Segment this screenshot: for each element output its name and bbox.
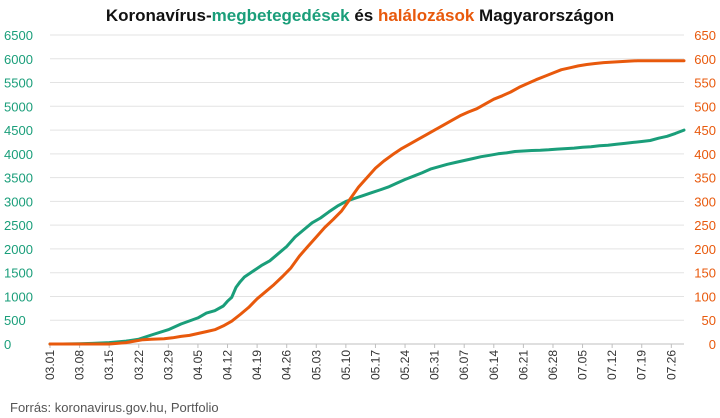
left-tick-label: 4000 <box>4 147 33 162</box>
right-tick-label: 450 <box>694 123 716 138</box>
x-tick-label: 04.19 <box>250 350 264 380</box>
right-tick-label: 0 <box>709 337 716 352</box>
x-tick-label: 04.26 <box>280 350 294 380</box>
x-tick-label: 05.17 <box>368 350 382 380</box>
x-tick-label: 06.21 <box>516 350 530 380</box>
right-tick-label: 300 <box>694 194 716 209</box>
left-tick-label: 0 <box>4 337 11 352</box>
x-tick-label: 05.10 <box>339 350 353 380</box>
left-axis-ticks: 0 500 1000 1500 2000 2500 3000 3500 4000 4500 5000… <box>4 28 33 352</box>
left-tick-label: 1000 <box>4 289 33 304</box>
x-tick-label: 06.14 <box>487 350 501 380</box>
gridlines <box>50 34 684 321</box>
x-tick-label: 06.28 <box>546 350 560 380</box>
right-tick-label: 650 <box>694 28 716 43</box>
left-tick-label: 5000 <box>4 99 33 114</box>
left-tick-label: 4500 <box>4 123 33 138</box>
title-part: halálozások <box>378 6 475 25</box>
right-tick-label: 400 <box>694 147 716 162</box>
x-tick-label: 03.15 <box>102 350 116 380</box>
source-note: Forrás: koronavirus.gov.hu, Portfolio <box>10 400 219 415</box>
left-tick-label: 500 <box>4 313 26 328</box>
left-tick-label: 2000 <box>4 242 33 257</box>
right-tick-label: 250 <box>694 218 716 233</box>
right-tick-label: 150 <box>694 266 716 281</box>
title-part: Koronavírus- <box>106 6 212 25</box>
right-tick-label: 600 <box>694 52 716 67</box>
right-tick-label: 200 <box>694 242 716 257</box>
right-tick-label: 50 <box>702 313 716 328</box>
x-tick-label: 07.19 <box>635 350 649 380</box>
series-line-megbetegedések <box>48 128 686 346</box>
right-axis-ticks: 0 50 100 150 200 250 300 350 400 450 500 550 600 650 <box>694 28 716 352</box>
x-tick-label: 07.26 <box>664 350 678 380</box>
x-tick-label: 06.07 <box>457 350 471 380</box>
right-tick-label: 100 <box>694 289 716 304</box>
x-tick-label: 07.05 <box>576 350 590 380</box>
right-tick-label: 500 <box>694 99 716 114</box>
x-tick-label: 07.12 <box>605 350 619 380</box>
title-part: Magyarországon <box>474 6 614 25</box>
chart-title: Koronavírus-megbetegedések és halálozáso… <box>106 6 614 25</box>
right-tick-label: 550 <box>694 76 716 91</box>
series-group <box>48 59 686 346</box>
x-tick-label: 03.08 <box>73 350 87 380</box>
title-part: megbetegedések <box>212 6 350 25</box>
title-part: és <box>350 6 378 25</box>
x-tick-label: 05.03 <box>309 350 323 380</box>
right-tick-label: 350 <box>694 171 716 186</box>
left-tick-label: 3500 <box>4 171 33 186</box>
left-tick-label: 6500 <box>4 28 33 43</box>
left-tick-label: 6000 <box>4 52 33 67</box>
x-axis-ticks: 03.01 03.08 03.15 03.22 03.29 04.05 04.12 04.19… <box>43 344 678 380</box>
x-tick-label: 03.29 <box>161 350 175 380</box>
left-tick-label: 2500 <box>4 218 33 233</box>
left-tick-label: 5500 <box>4 76 33 91</box>
x-tick-label: 04.12 <box>221 350 235 380</box>
x-tick-label: 03.22 <box>132 350 146 380</box>
x-tick-label: 05.24 <box>398 350 412 380</box>
x-tick-label: 04.05 <box>191 350 205 380</box>
left-tick-label: 1500 <box>4 266 33 281</box>
left-tick-label: 3000 <box>4 194 33 209</box>
x-tick-label: 03.01 <box>43 350 57 380</box>
series-line-halálozások <box>48 59 686 346</box>
x-tick-label: 05.31 <box>428 350 442 380</box>
